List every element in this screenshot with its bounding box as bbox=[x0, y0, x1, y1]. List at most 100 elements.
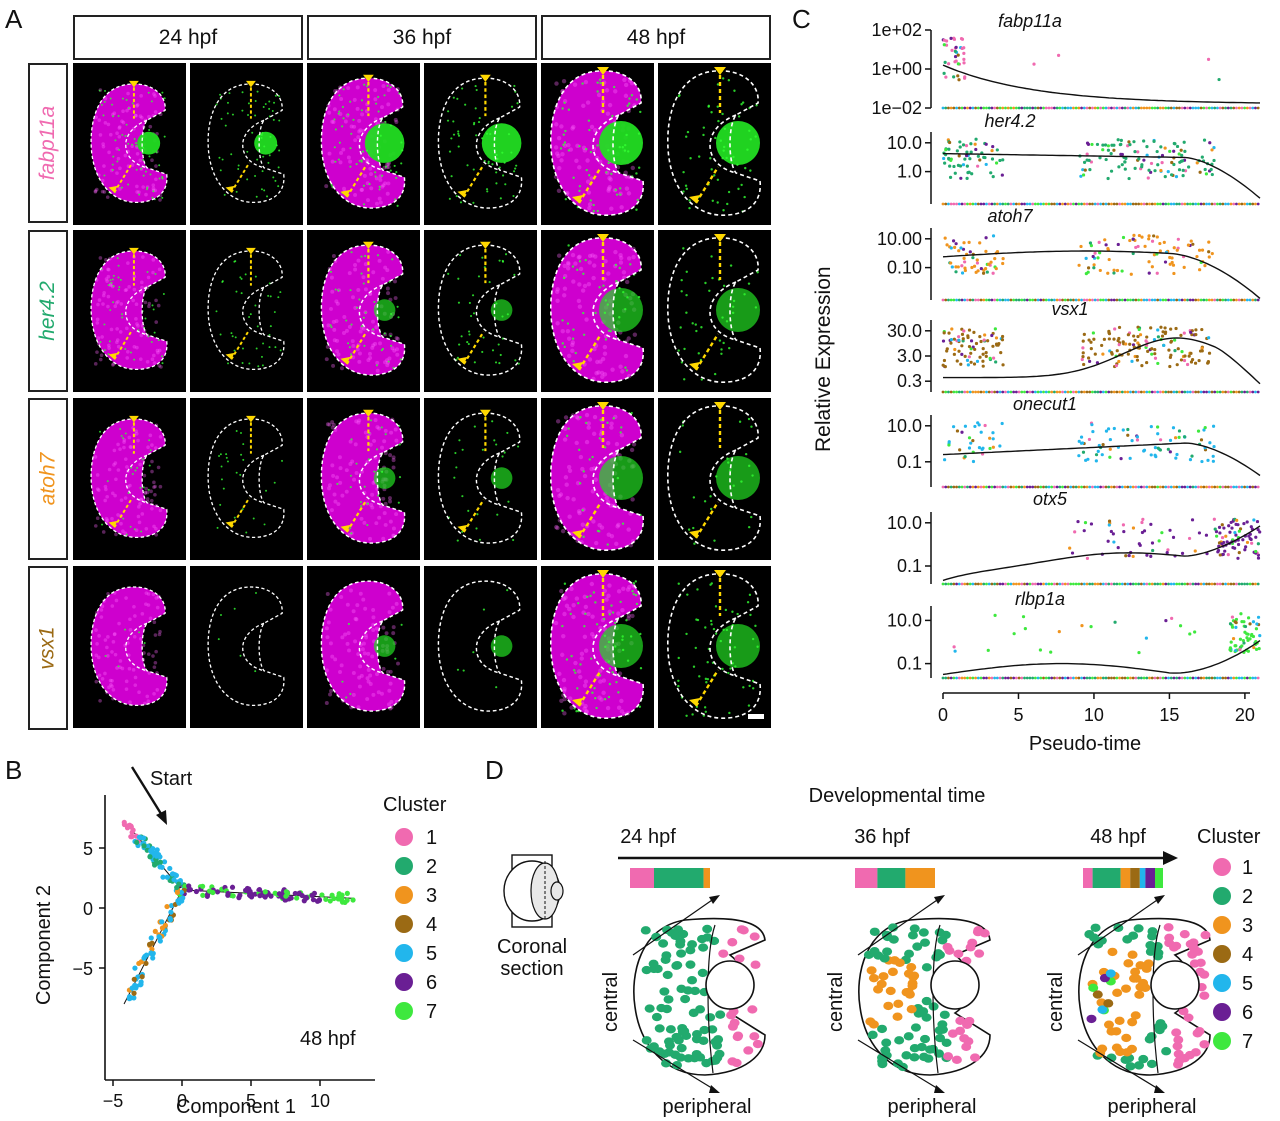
baseline-point bbox=[1237, 485, 1241, 489]
expression-point bbox=[1183, 354, 1187, 358]
baseline-point bbox=[1107, 582, 1111, 586]
baseline-point bbox=[1164, 676, 1168, 680]
expression-point bbox=[957, 335, 961, 339]
expression-point bbox=[1113, 620, 1117, 624]
expression-point bbox=[1147, 271, 1151, 275]
trend-curve bbox=[942, 152, 1261, 199]
baseline-point bbox=[1058, 106, 1062, 110]
baseline-point bbox=[1191, 298, 1195, 302]
expression-point bbox=[1000, 173, 1004, 177]
baseline-point bbox=[998, 390, 1002, 394]
expression-point bbox=[1193, 549, 1197, 553]
expression-point bbox=[944, 148, 948, 152]
expression-point bbox=[1255, 622, 1259, 626]
expression-point bbox=[975, 258, 979, 262]
expression-point bbox=[969, 339, 974, 343]
baseline-point bbox=[1218, 106, 1222, 110]
expression-point bbox=[1116, 546, 1120, 550]
expression-point bbox=[1170, 173, 1174, 177]
expression-point bbox=[1070, 551, 1075, 555]
cell-cluster-1 bbox=[750, 960, 761, 969]
expression-point bbox=[1023, 627, 1027, 631]
expression-point bbox=[956, 53, 960, 57]
baseline-point bbox=[1248, 582, 1252, 586]
baseline-point bbox=[1006, 106, 1010, 110]
baseline-point bbox=[979, 485, 983, 489]
baseline-point bbox=[949, 202, 953, 206]
panel-letter-c: C bbox=[792, 4, 811, 34]
expression-point bbox=[1080, 357, 1084, 362]
cell-cluster-2 bbox=[920, 938, 931, 947]
baseline-point bbox=[1194, 485, 1198, 489]
baseline-point bbox=[1172, 582, 1176, 586]
legend-dot-cluster-1 bbox=[1213, 858, 1231, 876]
baseline-point bbox=[1158, 582, 1162, 586]
baseline-point bbox=[1115, 106, 1119, 110]
expression-point bbox=[1206, 57, 1211, 61]
baseline-point bbox=[966, 106, 969, 110]
expression-point bbox=[1131, 251, 1135, 256]
expression-point bbox=[1100, 453, 1104, 457]
expression-point bbox=[1210, 172, 1214, 177]
baseline-point bbox=[1053, 390, 1056, 394]
cell-cluster-1 bbox=[1173, 1060, 1184, 1069]
expression-point bbox=[967, 240, 971, 245]
baseline-point bbox=[1232, 298, 1236, 302]
baseline-point bbox=[982, 582, 986, 586]
composition-segment-cluster-1 bbox=[855, 868, 878, 888]
baseline-point bbox=[982, 106, 986, 110]
expression-point bbox=[1114, 364, 1118, 368]
cell-cluster-1 bbox=[749, 1032, 760, 1041]
trajectory-point bbox=[200, 883, 206, 889]
baseline-point bbox=[1050, 298, 1054, 302]
expression-point bbox=[1239, 612, 1243, 616]
baseline-point bbox=[1012, 485, 1016, 489]
expression-point bbox=[1207, 240, 1211, 244]
baseline-point bbox=[941, 390, 945, 394]
central-label: central bbox=[1045, 972, 1067, 1032]
baseline-point bbox=[1012, 202, 1016, 206]
expression-point bbox=[1256, 542, 1260, 546]
expression-point bbox=[1141, 517, 1145, 521]
baseline-point bbox=[1142, 298, 1146, 302]
cell-cluster-1 bbox=[1164, 933, 1175, 942]
baseline-point bbox=[1118, 485, 1122, 489]
expression-point bbox=[1140, 235, 1144, 239]
baseline-point bbox=[987, 106, 991, 110]
expression-point bbox=[941, 339, 946, 343]
cell-cluster-2 bbox=[687, 976, 698, 985]
baseline-point bbox=[1229, 390, 1233, 394]
central-arrow bbox=[857, 897, 941, 956]
baseline-point bbox=[947, 676, 950, 680]
cell-cluster-2 bbox=[697, 934, 708, 944]
expression-point bbox=[961, 143, 966, 147]
baseline-point bbox=[1148, 485, 1151, 489]
expression-point bbox=[1093, 251, 1097, 255]
trajectory-point bbox=[180, 895, 186, 901]
baseline-point bbox=[957, 390, 961, 394]
baseline-point bbox=[1186, 202, 1189, 206]
timeline-arrow-head bbox=[1163, 851, 1178, 865]
cell-cluster-3 bbox=[1138, 978, 1149, 988]
baseline-point bbox=[1025, 582, 1029, 586]
cell-cluster-1 bbox=[1199, 991, 1210, 1000]
expression-point bbox=[990, 148, 994, 153]
trajectory-point bbox=[129, 829, 135, 836]
expression-point bbox=[1177, 152, 1181, 156]
expression-point bbox=[1021, 615, 1026, 619]
y-tick-label: 3.0 bbox=[897, 346, 922, 366]
cell-cluster-3 bbox=[906, 962, 917, 972]
baseline-point bbox=[1180, 106, 1184, 110]
expression-point bbox=[952, 337, 956, 341]
baseline-point bbox=[1039, 676, 1043, 680]
baseline-point bbox=[1004, 298, 1007, 302]
baseline-point bbox=[1085, 202, 1089, 206]
y-tick-label: 10.0 bbox=[887, 416, 922, 436]
baseline-point bbox=[1053, 106, 1056, 110]
baseline-point bbox=[1091, 106, 1094, 110]
cell-cluster-3 bbox=[878, 972, 889, 981]
expression-point bbox=[1130, 439, 1134, 443]
expression-point bbox=[1150, 265, 1154, 269]
expression-point bbox=[1082, 362, 1086, 367]
expression-point bbox=[951, 239, 956, 243]
